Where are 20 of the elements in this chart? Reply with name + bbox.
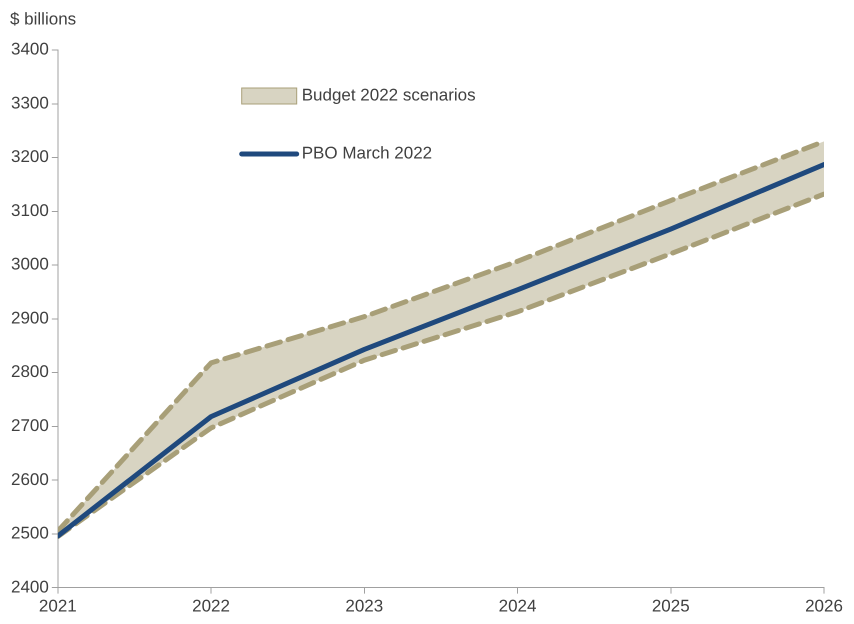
- x-tick-label: 2026: [805, 596, 843, 616]
- y-tick-label: 3100: [10, 200, 49, 220]
- x-tick-label: 2021: [38, 596, 77, 616]
- y-tick-label: 2800: [10, 362, 49, 382]
- y-tick-label: 3200: [10, 147, 49, 166]
- x-tick-label: 2023: [345, 596, 384, 616]
- x-tick-label: 2025: [652, 596, 690, 616]
- y-tick-label: 2700: [10, 416, 49, 436]
- y-axis-title: $ billions: [10, 10, 76, 29]
- y-tick-label: 2400: [10, 577, 49, 596]
- x-tick-label: 2024: [498, 596, 536, 616]
- y-tick-label: 3000: [10, 254, 49, 274]
- legend-label: PBO March 2022: [302, 144, 432, 163]
- y-tick-label: 2600: [10, 470, 49, 489]
- y-tick-label: 2500: [10, 524, 49, 543]
- y-tick-label: 3400: [10, 40, 49, 59]
- y-tick-label: 3300: [10, 93, 49, 112]
- x-tick-label: 2022: [192, 596, 230, 616]
- legend-label: Budget 2022 scenarios: [302, 86, 476, 105]
- y-tick-label: 2900: [10, 308, 49, 328]
